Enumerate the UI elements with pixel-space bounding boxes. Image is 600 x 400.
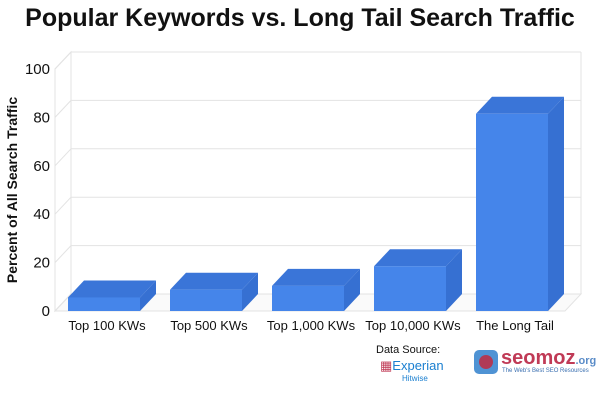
bar-top bbox=[476, 96, 564, 114]
bar-side bbox=[344, 268, 360, 311]
experian-logo-text: Experian bbox=[392, 358, 444, 373]
seomoz-tagline: The Web's Best SEO Resources bbox=[502, 368, 589, 374]
data-source-label: Data Source: bbox=[376, 344, 441, 356]
seomoz-tld: .org bbox=[575, 355, 597, 367]
x-tick-label: Top 500 KWs bbox=[170, 318, 248, 333]
bar-side bbox=[242, 272, 258, 311]
bar-top bbox=[68, 280, 156, 298]
gridline-diagonal bbox=[54, 196, 72, 215]
gridline-diagonal bbox=[54, 148, 72, 167]
y-tick-label: 40 bbox=[33, 206, 50, 223]
y-axis-label: Percent of All Search Traffic bbox=[4, 97, 20, 283]
bar-top bbox=[170, 272, 258, 290]
seomoz-badge-icon bbox=[474, 350, 498, 374]
gridline-diagonal bbox=[54, 245, 72, 263]
bar-side bbox=[548, 96, 564, 312]
bar bbox=[68, 297, 140, 311]
bar bbox=[272, 285, 344, 311]
seomoz-name: seomoz bbox=[501, 347, 576, 369]
bar bbox=[170, 289, 242, 311]
y-tick-label: 60 bbox=[33, 158, 50, 175]
bar-side bbox=[446, 249, 462, 311]
gridline-diagonal bbox=[54, 51, 72, 70]
bar-top bbox=[272, 268, 360, 286]
x-tick-label: Top 100 KWs bbox=[68, 318, 146, 333]
y-tick-label: 20 bbox=[33, 255, 50, 272]
x-tick-label: Top 1,000 KWs bbox=[267, 318, 356, 333]
chart-title: Popular Keywords vs. Long Tail Search Tr… bbox=[25, 4, 575, 32]
bar-top bbox=[374, 249, 462, 267]
y-tick-label: 100 bbox=[25, 61, 50, 78]
experian-logo: ▦Experian bbox=[380, 358, 444, 373]
bar bbox=[374, 266, 446, 311]
y-tick-label: 80 bbox=[33, 109, 50, 126]
bar-side bbox=[140, 280, 156, 311]
left-wall bbox=[54, 50, 72, 313]
gridline-diagonal bbox=[54, 293, 72, 312]
x-tick-label: The Long Tail bbox=[476, 318, 554, 333]
bar bbox=[476, 113, 548, 312]
hitwise-logo: Hitwise bbox=[402, 374, 428, 383]
gridline-diagonal bbox=[54, 100, 72, 118]
y-tick-label: 0 bbox=[42, 303, 50, 320]
x-tick-label: Top 10,000 KWs bbox=[365, 318, 461, 333]
